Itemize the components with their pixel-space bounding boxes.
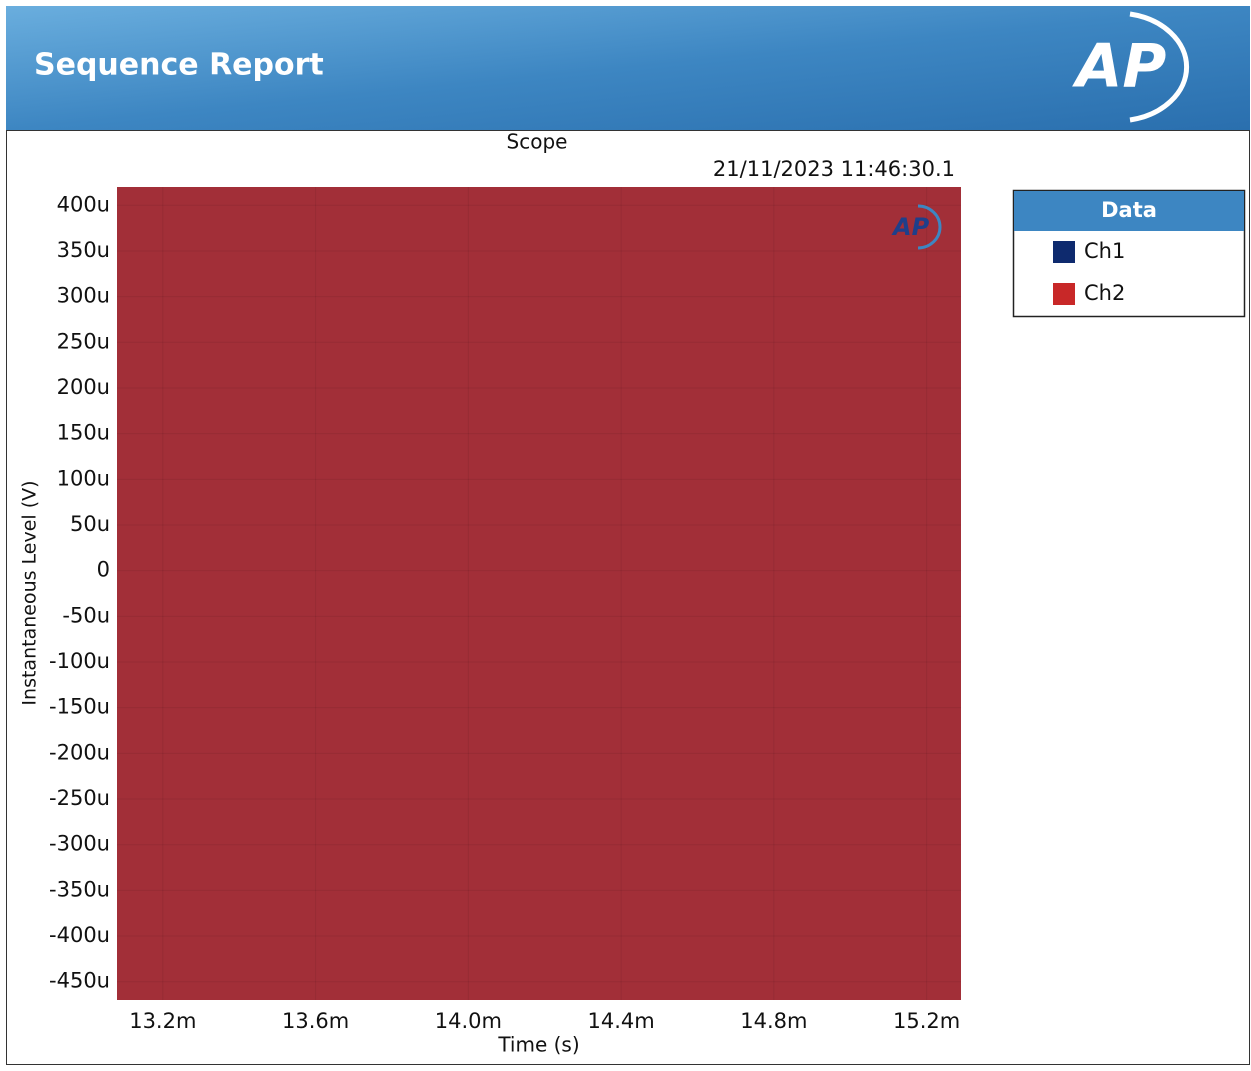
plot-logo-arc	[917, 204, 942, 250]
timestamp: 21/11/2023 11:46:30.1	[713, 157, 955, 181]
y-tick-label: -100u	[49, 649, 110, 673]
y-tick-label: 300u	[57, 284, 110, 308]
y-axis-label: Instantaneous Level (V)	[19, 480, 41, 705]
header-bar	[6, 6, 1250, 130]
y-tick-label: -350u	[49, 877, 110, 901]
y-tick-label: -250u	[49, 786, 110, 810]
y-tick-label: 350u	[57, 238, 110, 262]
y-tick-label: 400u	[57, 192, 110, 216]
plot-logo: AP	[891, 213, 930, 241]
x-axis-label: Time (s)	[497, 1033, 579, 1057]
legend-title: Data	[1101, 198, 1157, 222]
y-tick-label: 150u	[57, 421, 110, 445]
y-tick-label: -400u	[49, 923, 110, 947]
legend-swatch	[1053, 283, 1075, 305]
y-tick-label: -50u	[62, 603, 110, 627]
plot-area	[117, 187, 961, 1000]
x-tick-label: 14.4m	[587, 1009, 654, 1033]
y-tick-label: -450u	[49, 969, 110, 993]
x-tick-label: 13.6m	[282, 1009, 349, 1033]
legend-swatch	[1053, 241, 1075, 263]
y-tick-label: 100u	[57, 466, 110, 490]
y-tick-label: -150u	[49, 695, 110, 719]
y-tick-label: 200u	[57, 375, 110, 399]
report-frame	[6, 130, 1250, 1065]
plot: 400u 350u 300u 250u 200u 150u 100u 50u 0 -50u -100…	[49, 187, 961, 1033]
chart-title: Scope	[507, 130, 568, 154]
y-tick-label: -200u	[49, 740, 110, 764]
logo-arc	[1129, 11, 1190, 123]
legend-label: Ch1	[1084, 239, 1125, 263]
y-tick-label: -300u	[49, 832, 110, 856]
y-tick-label: 0	[97, 558, 110, 582]
header-logo: AP	[1072, 32, 1166, 102]
legend-header	[1014, 191, 1244, 231]
x-tick-label: 14.0m	[435, 1009, 502, 1033]
x-tick-label: 14.8m	[740, 1009, 807, 1033]
legend-label: Ch2	[1084, 281, 1125, 305]
y-tick-label: 250u	[57, 329, 110, 353]
legend-entries: Ch1 Ch2	[1053, 239, 1125, 305]
x-tick-label: 13.2m	[129, 1009, 196, 1033]
header-title: Sequence Report	[34, 48, 324, 83]
x-tick-label: 15.2m	[893, 1009, 960, 1033]
y-tick-label: 50u	[70, 512, 110, 536]
